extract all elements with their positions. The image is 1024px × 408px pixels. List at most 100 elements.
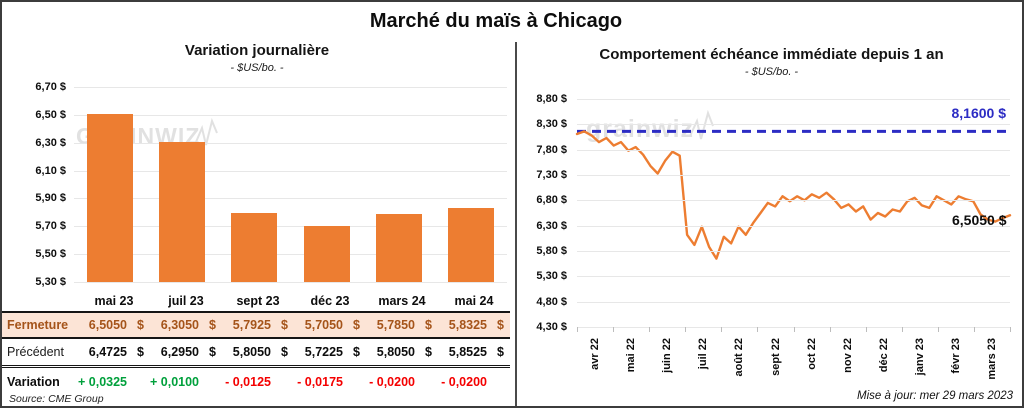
y-axis-tick-label: 8,80 $	[536, 93, 567, 105]
gridline	[577, 149, 1010, 151]
axis-tick	[757, 327, 759, 332]
row-label: Fermeture	[7, 318, 69, 332]
table-cell: 6,3050 $	[150, 312, 222, 338]
gridline	[577, 99, 1010, 100]
column-header: mai 24	[454, 293, 494, 308]
bar-chart-y-axis: 6,70 $ 6,50 $ 6,30 $ 6,10 $ 5,90 $ 5,70 $ 5,50…	[2, 81, 66, 288]
cell-value: - 0,0200	[441, 374, 487, 389]
reference-line-label: 8,1600 $	[951, 105, 1007, 121]
table-cell: - 0,0175	[294, 366, 366, 396]
cell-currency: $	[353, 318, 360, 332]
table-cell: + 0,0325	[78, 366, 150, 396]
column-header: mai 23	[94, 293, 134, 308]
x-axis-tick-label: oct 22	[805, 338, 818, 370]
cell-value: + 0,0325	[78, 374, 128, 389]
cell-value: 5,8050	[376, 344, 415, 359]
axis-tick	[685, 327, 687, 332]
cell-currency: $	[209, 318, 216, 332]
cell-value: 5,8325	[448, 318, 487, 332]
cell-currency: $	[281, 344, 288, 359]
y-axis-tick-label: 5,50 $	[35, 248, 66, 261]
cell-currency: $	[353, 344, 360, 359]
table-cell: - 0,0125	[222, 366, 294, 396]
front-month-line-plot	[575, 99, 1012, 328]
bar	[159, 142, 206, 282]
y-axis-tick-label: 5,90 $	[35, 192, 66, 205]
cell-value: 6,2950	[160, 344, 199, 359]
bar	[447, 207, 494, 282]
axis-tick	[649, 327, 651, 332]
bar	[375, 214, 422, 282]
column-header: mars 24	[378, 293, 426, 308]
x-axis-tick-label: nov 22	[841, 338, 854, 373]
gridline	[577, 200, 1010, 202]
column-header: sept 23	[236, 293, 280, 308]
y-axis-tick-label: 6,30 $	[35, 136, 66, 149]
axis-tick	[721, 327, 723, 332]
line-chart-y-axis: 8,80 $ 8,30 $ 7,80 $ 7,30 $ 6,80 $ 6,30 $ 5,80…	[515, 93, 567, 333]
gridline	[577, 175, 1010, 176]
table-cell: 6,5050 $	[78, 312, 150, 338]
y-axis-tick-label: 6,70 $	[35, 81, 66, 93]
cell-currency: $	[137, 344, 144, 359]
table-cell: 5,7225 $	[294, 338, 366, 366]
axis-tick	[613, 327, 615, 332]
source-note: Source: CME Group	[9, 393, 104, 405]
watermark-zigzag-icon	[195, 118, 219, 146]
axis-tick	[793, 327, 795, 332]
table-row-close: Fermeture 6,5050 $6,3050 $5,7925 $5,7050 $5,7…	[2, 312, 510, 338]
y-axis-tick-label: 5,80 $	[536, 245, 567, 257]
table-cell: 6,4725 $	[78, 338, 150, 366]
table-cell: 5,8325 $	[438, 312, 510, 338]
cell-currency: $	[497, 318, 504, 332]
bar	[231, 213, 278, 282]
cell-value: 6,4725	[88, 344, 127, 359]
y-axis-tick-label: 6,50 $	[35, 108, 66, 121]
gridline	[74, 142, 507, 144]
column-header: déc 23	[310, 293, 350, 308]
x-axis-tick-label: mai 22	[625, 338, 638, 373]
cell-value: 5,8525	[448, 344, 487, 359]
table-cell: 5,7850 $	[366, 312, 438, 338]
gridline	[74, 198, 507, 200]
gridline	[577, 301, 1010, 303]
y-axis-tick-label: 6,80 $	[536, 194, 567, 207]
y-axis-tick-label: 6,10 $	[35, 164, 66, 177]
cell-currency: $	[209, 344, 216, 359]
cell-value: + 0,0100	[150, 374, 200, 389]
axis-tick	[1010, 327, 1011, 332]
watermark-zigzag-icon	[689, 110, 714, 140]
page-title: Marché du maïs à Chicago	[369, 10, 623, 32]
line-chart-x-axis: avr 22 mai 22 juin 22 juil 22 août 22 sept 22…	[577, 327, 1011, 384]
cell-value: 5,7925	[232, 318, 271, 332]
table-row-previous: Précédent 6,4725 $6,2950 $5,8050 $5,7225 $5,8…	[2, 338, 510, 366]
x-axis-tick-label: juin 22	[661, 338, 674, 373]
bar	[303, 225, 350, 282]
table-cell: - 0,0200	[438, 366, 510, 396]
update-note: Mise à jour: mer 29 mars 2023	[857, 390, 1013, 402]
bar-chart-subtitle: - $US/bo. -	[230, 62, 284, 74]
table-header-row: mai 23 juil 23 sept 23 déc 23 mars 24 mai 24	[2, 290, 510, 312]
cell-value: - 0,0175	[297, 374, 343, 389]
gridline	[577, 124, 1010, 126]
panel-divider	[515, 42, 517, 406]
line-chart-subtitle: - $US/bo. -	[744, 66, 799, 78]
axis-tick	[901, 327, 903, 332]
gridline	[74, 254, 507, 256]
gridline	[577, 276, 1010, 278]
cell-currency: $	[425, 344, 432, 359]
x-axis-tick-label: juil 22	[697, 338, 710, 370]
price-line-chart	[575, 129, 1012, 260]
y-axis-tick-label: 5,30 $	[35, 276, 66, 288]
line-chart-title: Comportement échéance immédiate depuis 1…	[599, 46, 944, 63]
y-axis-tick-label: 6,30 $	[536, 219, 567, 232]
x-axis-tick-label: sept 22	[769, 338, 782, 376]
cell-value: 5,7850	[376, 318, 415, 332]
axis-tick	[973, 327, 975, 332]
x-axis-tick-label: févr 23	[949, 338, 962, 374]
table-corner-cell	[2, 290, 78, 312]
watermark: grainwiz	[586, 110, 714, 148]
cell-value: 5,7225	[304, 344, 343, 359]
table-cell: - 0,0200	[366, 366, 438, 396]
